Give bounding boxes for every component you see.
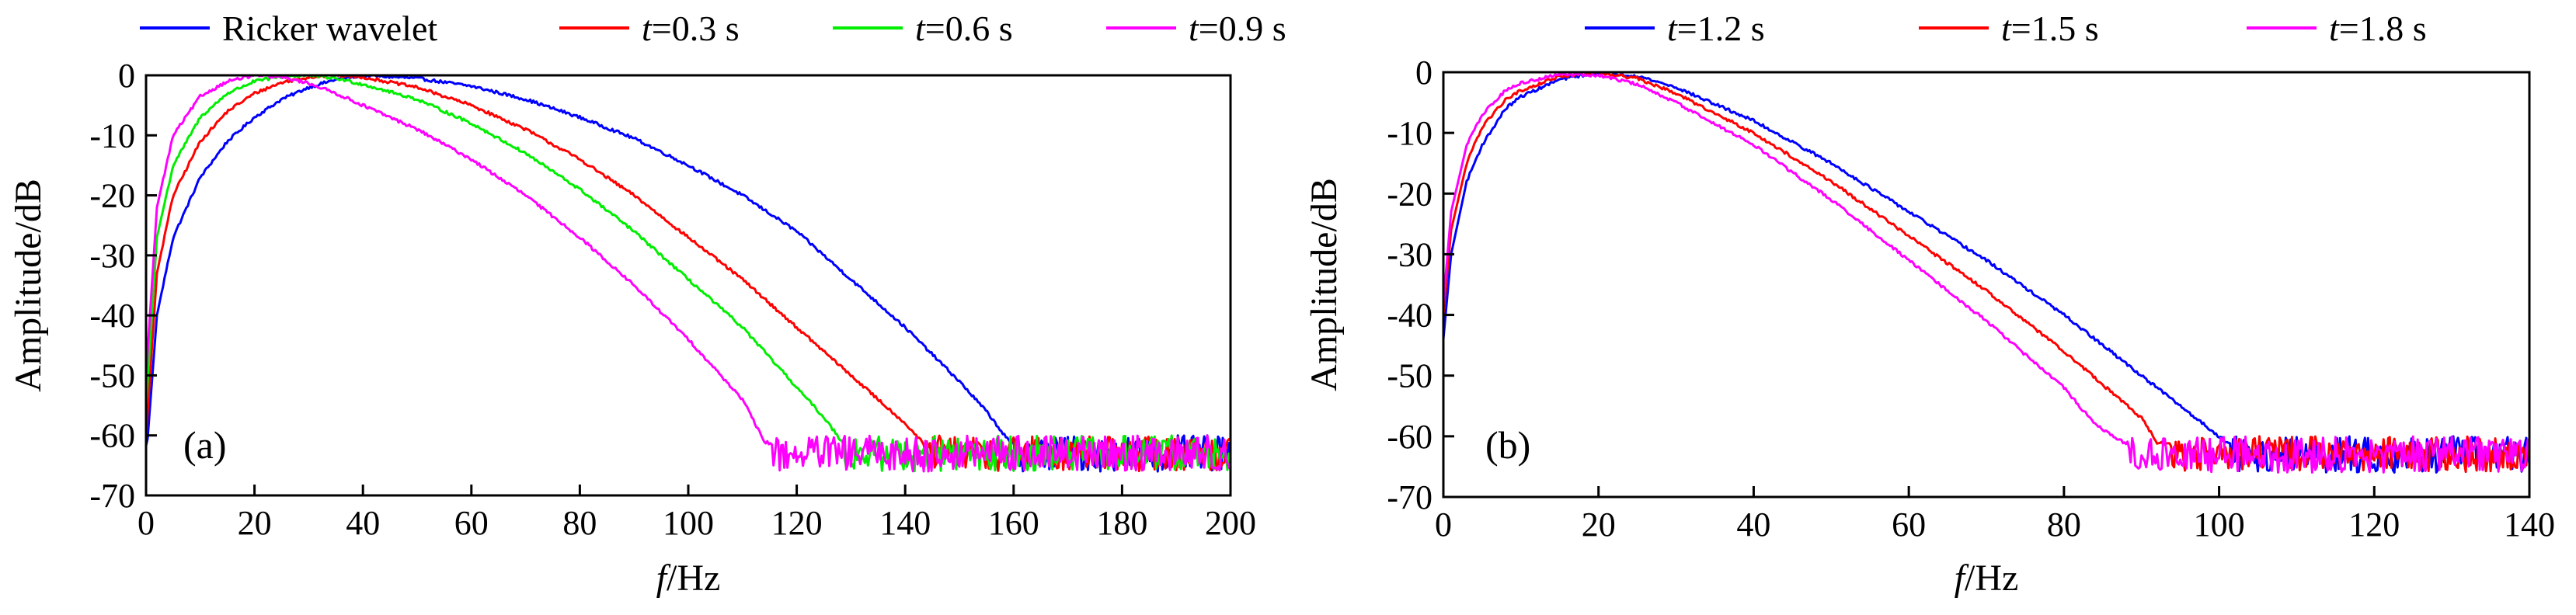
y-tick-label: -50 (1387, 357, 1432, 395)
legend-label-2: t=0.6 s (915, 9, 1013, 48)
legend: t=1.2 s t=1.5 s t=1.8 s (1585, 9, 2427, 48)
x-axis-title-rest: /Hz (1965, 558, 2018, 599)
plot-frame (1442, 71, 2531, 499)
x-tick-label: 140 (2504, 506, 2555, 544)
x-tick-label: 40 (1736, 506, 1770, 544)
x-tick-label: 200 (1205, 504, 1256, 542)
x-tick-label: 80 (562, 504, 597, 542)
x-tick-label: 160 (988, 504, 1039, 542)
series-lines (1443, 72, 2529, 474)
x-tick-label: 20 (1582, 506, 1616, 544)
y-tick-label: -70 (89, 477, 135, 515)
x-tick-label: 120 (771, 504, 823, 542)
y-tick-label: -20 (89, 177, 135, 215)
legend-label-italic: t (2329, 9, 2340, 48)
legend-label-text: =0.9 s (1199, 9, 1286, 48)
y-tick-label: -40 (89, 297, 135, 335)
y-tick-label: -20 (1387, 175, 1432, 213)
y-tick-label: -30 (89, 237, 135, 275)
y-tick-label: -10 (1387, 114, 1432, 152)
series-lines (146, 75, 1231, 473)
y-tick-label: -60 (1387, 418, 1432, 456)
panel-a-chart: 0 20 40 60 80 100 120 140 160 180 200 0 -10 -20 -30 -40… (8, 9, 1286, 599)
legend-label-text: =1.8 s (2339, 9, 2427, 48)
x-tick-label: 0 (1435, 506, 1452, 544)
legend-label-italic: t (915, 9, 926, 48)
legend-label-1: t=0.3 s (642, 9, 740, 48)
series-line-1 (1443, 72, 2529, 474)
panel-label: (b) (1485, 423, 1530, 467)
y-tick-label: -60 (89, 417, 135, 455)
legend-label-italic: t (2001, 9, 2012, 48)
x-tick-label: 0 (138, 504, 155, 542)
series-line-2 (1443, 72, 2529, 474)
x-tick-label: 60 (454, 504, 489, 542)
legend-label-3: t=0.9 s (1189, 9, 1286, 48)
legend-label-text: Ricker wavelet (222, 9, 437, 48)
x-tick-label: 180 (1096, 504, 1147, 542)
x-tick-label: 60 (1892, 506, 1926, 544)
legend-label-text: =1.5 s (2011, 9, 2099, 48)
series-line-2 (146, 75, 1231, 473)
panel-label: (a) (183, 423, 227, 467)
legend-label-text: =0.3 s (652, 9, 740, 48)
x-tick-label: 80 (2047, 506, 2081, 544)
series-line-1 (146, 75, 1231, 473)
y-tick-label: -40 (1387, 297, 1432, 335)
x-axis-title: f/Hz (656, 558, 721, 599)
legend-label-italic: t (1667, 9, 1678, 48)
y-tick-label: -70 (1387, 478, 1432, 516)
y-tick-label: -50 (89, 356, 135, 394)
y-tick-label: -30 (1387, 235, 1432, 273)
series-line-0 (146, 75, 1231, 473)
x-tick-label: 100 (2194, 506, 2245, 544)
y-tick-label: -10 (89, 116, 135, 155)
y-tick-label: 0 (1415, 54, 1432, 92)
y-axis-title: Amplitude/dB (1304, 178, 1345, 391)
x-tick-label: 40 (346, 504, 380, 542)
x-tick-label: 120 (2348, 506, 2400, 544)
x-tick-label: 140 (879, 504, 931, 542)
panel-b-chart: 0 20 40 60 80 100 120 140 0 -10 -20 -30 -40 -50 -60 -70… (1304, 9, 2555, 599)
x-axis-title: f/Hz (1955, 558, 2019, 599)
legend-label-1: t=1.5 s (2001, 9, 2099, 48)
y-axis-title: Amplitude/dB (8, 179, 49, 392)
legend-label-text: =0.6 s (925, 9, 1013, 48)
series-line-0 (1443, 72, 2529, 474)
legend-label-italic: t (1189, 9, 1199, 48)
legend-label-text: =1.2 s (1677, 9, 1765, 48)
legend: Ricker wavelet t=0.3 s t=0.6 s t=0.9 s (140, 9, 1286, 48)
legend-label-0: t=1.2 s (1667, 9, 1765, 48)
x-tick-label: 20 (238, 504, 272, 542)
legend-label-italic: t (642, 9, 653, 48)
legend-label-2: t=1.8 s (2329, 9, 2427, 48)
legend-label-0: Ricker wavelet (222, 9, 437, 48)
series-line-3 (146, 75, 1231, 473)
plot-frame (144, 74, 1232, 497)
y-tick-label: 0 (118, 57, 135, 95)
x-tick-label: 100 (663, 504, 714, 542)
x-axis-title-rest: /Hz (667, 558, 720, 599)
